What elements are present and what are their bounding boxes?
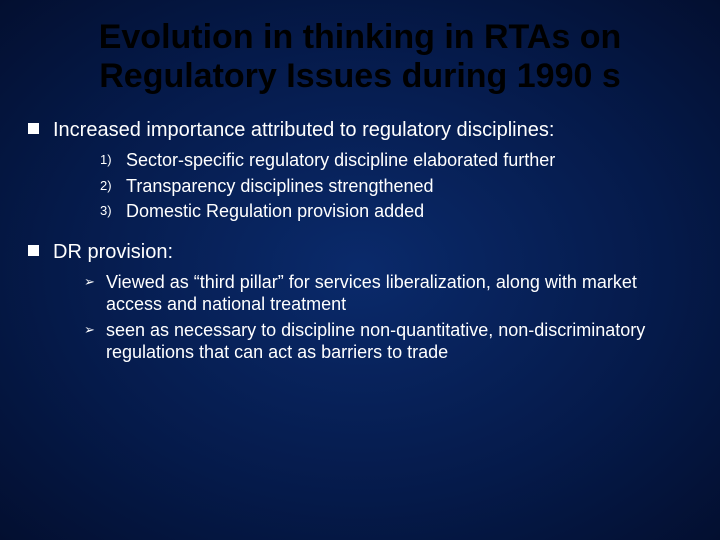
sub-text: Transparency disciplines strengthened (126, 175, 434, 198)
sub-item: ➢ Viewed as “third pillar” for services … (84, 271, 692, 316)
sub-item: ➢ seen as necessary to discipline non-qu… (84, 319, 692, 364)
bullet-item: DR provision: (28, 240, 692, 265)
sub-item: 1) Sector-specific regulatory discipline… (100, 149, 692, 172)
numbered-marker: 1) (100, 152, 126, 167)
sub-text: Viewed as “third pillar” for services li… (106, 271, 666, 316)
bullet-list: Increased importance attributed to regul… (28, 118, 692, 364)
sub-item: 2) Transparency disciplines strengthened (100, 175, 692, 198)
slide-title: Evolution in thinking in RTAs on Regulat… (28, 18, 692, 96)
sub-text: seen as necessary to discipline non-quan… (106, 319, 666, 364)
bullet-text: Increased importance attributed to regul… (53, 118, 554, 143)
square-bullet-icon (28, 245, 39, 256)
sub-item: 3) Domestic Regulation provision added (100, 200, 692, 223)
square-bullet-icon (28, 123, 39, 134)
bullet-item: Increased importance attributed to regul… (28, 118, 692, 143)
bullet-text: DR provision: (53, 240, 173, 265)
arrow-bullet-icon: ➢ (84, 322, 106, 338)
arrow-bullet-icon: ➢ (84, 274, 106, 290)
numbered-marker: 3) (100, 203, 126, 218)
sub-text: Sector-specific regulatory discipline el… (126, 149, 555, 172)
sub-text: Domestic Regulation provision added (126, 200, 424, 223)
numbered-marker: 2) (100, 178, 126, 193)
